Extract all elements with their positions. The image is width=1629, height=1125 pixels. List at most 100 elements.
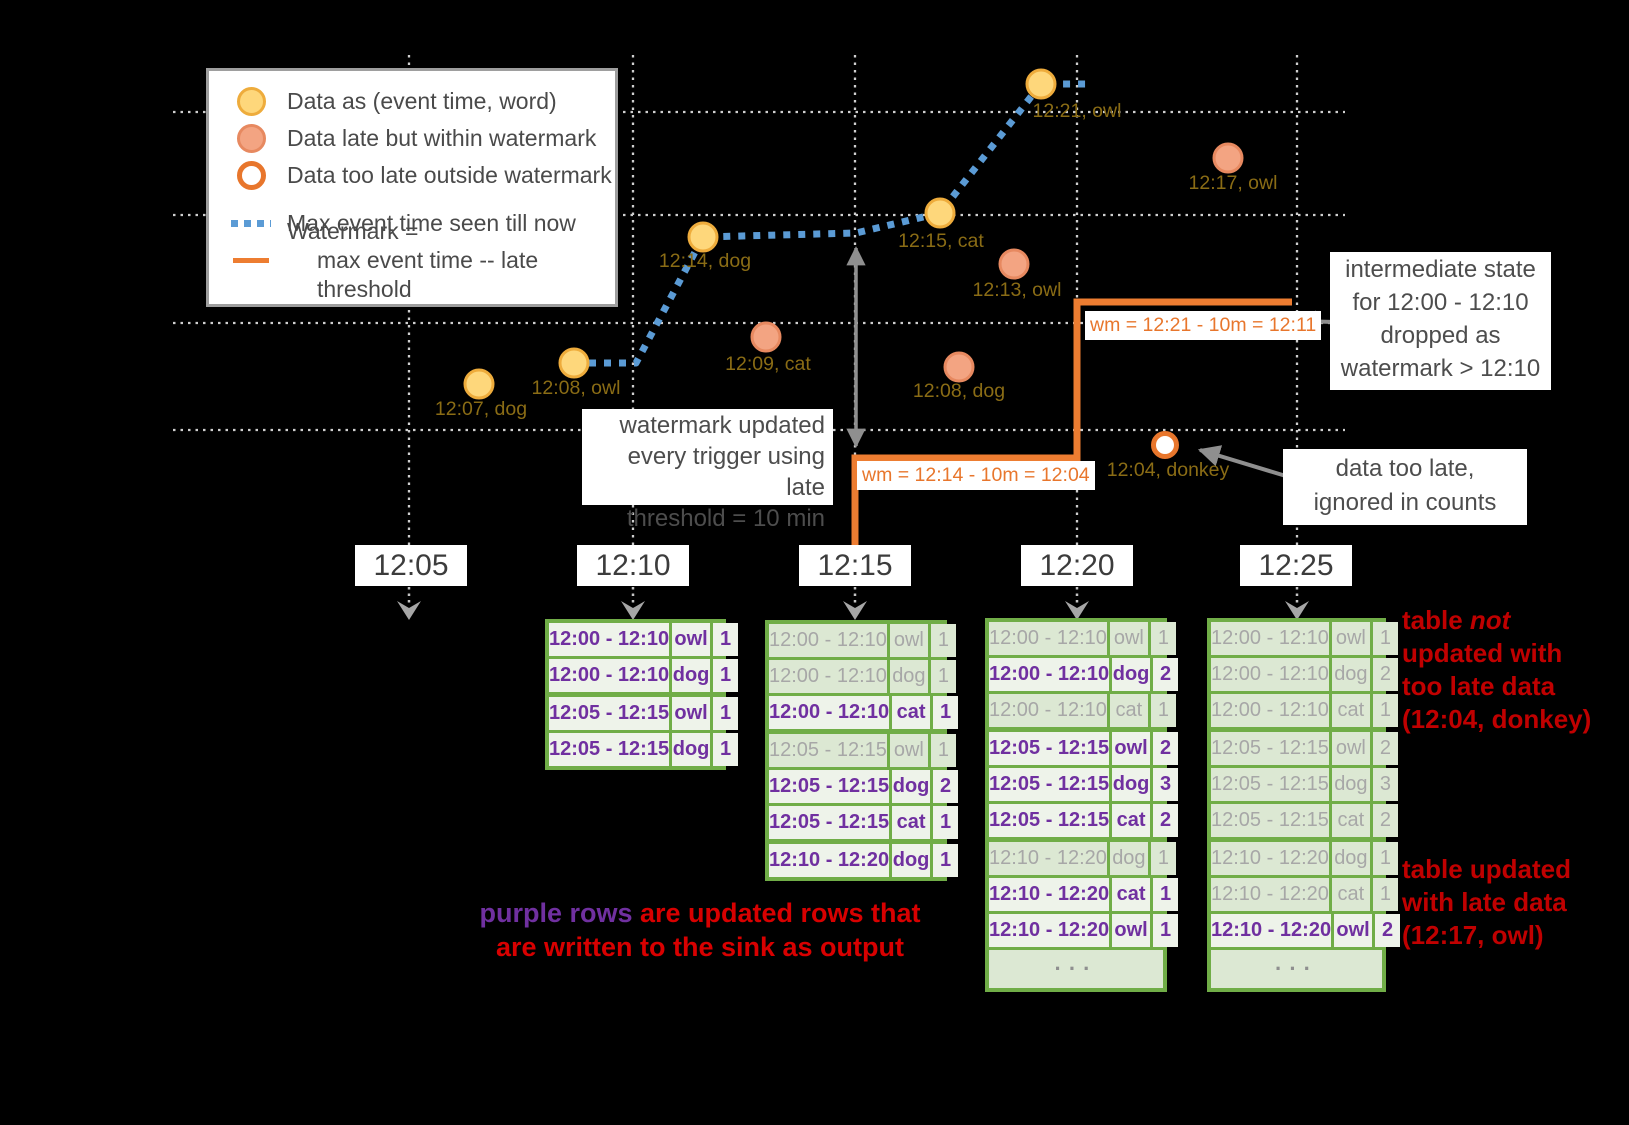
table-row: 12:00 - 12:10 dog 2 (989, 658, 1179, 691)
legend: Data as (event time, word) Data late but… (206, 68, 618, 307)
cell-word: dog (1112, 768, 1151, 801)
cell-count: 1 (933, 844, 959, 877)
ellipsis-icon: ··· (1211, 950, 1382, 988)
cell-word: dog (892, 844, 931, 877)
table-row: 12:05 - 12:15 cat 2 (1211, 804, 1398, 837)
legend-label: Data late but within watermark (287, 125, 597, 151)
cell-count: 1 (1153, 878, 1179, 911)
cell-count: 1 (1372, 842, 1398, 875)
cell-word: dog (1109, 842, 1148, 875)
trigger-time-12-15: 12:15 (799, 545, 911, 586)
cell-window: 12:00 - 12:10 (989, 622, 1107, 655)
watermark-line (851, 298, 1292, 547)
cell-word: owl (1109, 622, 1148, 655)
cell-window: 12:10 - 12:20 (1211, 878, 1329, 911)
cell-word: owl (1112, 914, 1151, 947)
cell-count: 1 (933, 696, 959, 729)
cell-window: 12:00 - 12:10 (769, 624, 887, 657)
too-late-callout: data too late, ignored in counts (1283, 449, 1527, 525)
cell-window: 12:05 - 12:15 (1211, 768, 1329, 801)
cell-count: 1 (713, 659, 739, 692)
legend-label: Data too late outside watermark (287, 162, 612, 188)
cell-count: 2 (1375, 914, 1401, 947)
cell-window: 12:00 - 12:10 (769, 696, 890, 729)
table-ellipsis-row: ··· (1211, 950, 1382, 988)
cell-count: 2 (1372, 804, 1398, 837)
table-row: 12:00 - 12:10 dog 1 (769, 660, 956, 693)
cell-window: 12:10 - 12:20 (989, 914, 1110, 947)
data-point-late (943, 351, 975, 383)
cell-window: 12:05 - 12:15 (769, 806, 890, 839)
cell-window: 12:10 - 12:20 (769, 844, 890, 877)
cell-count: 1 (930, 624, 956, 657)
watermark-update-callout: watermark updated every trigger using la… (582, 409, 833, 532)
legend-item-too-late: Data too late outside watermark (231, 157, 615, 194)
legend-item-late: Data late but within watermark (231, 120, 615, 157)
cell-count: 3 (1153, 768, 1179, 801)
table-row: 12:10 - 12:20 owl 1 (989, 914, 1179, 947)
cell-count: 1 (1150, 842, 1176, 875)
result-table-12-25: 12:00 - 12:10 owl 1 12:00 - 12:10 dog 2 12:00 … (1207, 618, 1401, 992)
cell-count: 2 (1153, 732, 1179, 765)
cell-window: 12:05 - 12:15 (549, 697, 670, 730)
cell-word: dog (1112, 658, 1151, 691)
data-point-label: 12:15, cat (898, 230, 984, 252)
table-row: 12:00 - 12:10 cat 1 (989, 694, 1176, 727)
data-point-label: 12:09, cat (725, 353, 811, 375)
trigger-arrows (397, 587, 1309, 620)
cell-window: 12:10 - 12:20 (989, 878, 1110, 911)
cell-count: 1 (713, 623, 739, 656)
cell-window: 12:00 - 12:10 (769, 660, 887, 693)
table-row: 12:00 - 12:10 dog 1 (549, 659, 739, 692)
data-point-late (750, 321, 782, 353)
data-point-ontime (924, 197, 956, 229)
data-point-ontime (558, 347, 590, 379)
cell-count: 1 (930, 734, 956, 767)
table-row: 12:05 - 12:15 owl 2 (1211, 732, 1398, 765)
dotted-line-icon (231, 220, 271, 227)
table-row: 12:05 - 12:15 dog 3 (1211, 768, 1398, 801)
data-point-ontime (1025, 68, 1057, 100)
orange-line-icon (231, 258, 271, 263)
cell-window: 12:10 - 12:20 (989, 842, 1107, 875)
cell-count: 1 (930, 660, 956, 693)
cell-word: owl (672, 697, 711, 730)
cell-word: owl (889, 734, 928, 767)
cell-count: 1 (713, 697, 739, 730)
cell-window: 12:00 - 12:10 (549, 623, 670, 656)
table-row: 12:00 - 12:10 owl 1 (549, 623, 739, 656)
data-point-toolate (1151, 431, 1179, 459)
cell-window: 12:05 - 12:15 (1211, 804, 1329, 837)
note-table-updated: table updated with late data (12:17, owl… (1402, 854, 1572, 950)
cell-word: owl (672, 623, 711, 656)
data-point-label: 12:13, owl (972, 279, 1062, 301)
table-row: 12:10 - 12:20 dog 1 (989, 842, 1176, 875)
data-point-ontime (687, 221, 719, 253)
cell-word: dog (672, 733, 711, 766)
purple-rows-highlight: purple rows (479, 898, 633, 928)
legend-label: Watermark = max event time -- late thres… (287, 218, 539, 302)
legend-item-on-time: Data as (event time, word) (231, 83, 615, 120)
cell-word: cat (1112, 804, 1151, 837)
cell-window: 12:05 - 12:15 (769, 770, 890, 803)
cell-window: 12:05 - 12:15 (989, 804, 1110, 837)
table-row: 12:10 - 12:20 cat 1 (989, 878, 1179, 911)
cell-word: cat (892, 806, 931, 839)
cell-count: 2 (1153, 658, 1179, 691)
cell-count: 1 (1372, 622, 1398, 655)
table-row: 12:10 - 12:20 owl 2 (1211, 914, 1401, 947)
cell-window: 12:05 - 12:15 (769, 734, 887, 767)
table-row: 12:05 - 12:15 cat 2 (989, 804, 1179, 837)
cell-window: 12:05 - 12:15 (1211, 732, 1329, 765)
cell-window: 12:00 - 12:10 (1211, 658, 1329, 691)
trigger-time-12-20: 12:20 (1021, 545, 1133, 586)
table-row: 12:05 - 12:15 owl 1 (769, 734, 956, 767)
cell-word: cat (1331, 804, 1370, 837)
data-point-label: 12:08, dog (912, 380, 1006, 402)
on-time-point-icon (231, 87, 271, 116)
table-row: 12:00 - 12:10 owl 1 (769, 624, 956, 657)
late-point-icon (231, 124, 271, 153)
table-row: 12:10 - 12:20 cat 1 (1211, 878, 1398, 911)
data-point-late (1212, 142, 1244, 174)
